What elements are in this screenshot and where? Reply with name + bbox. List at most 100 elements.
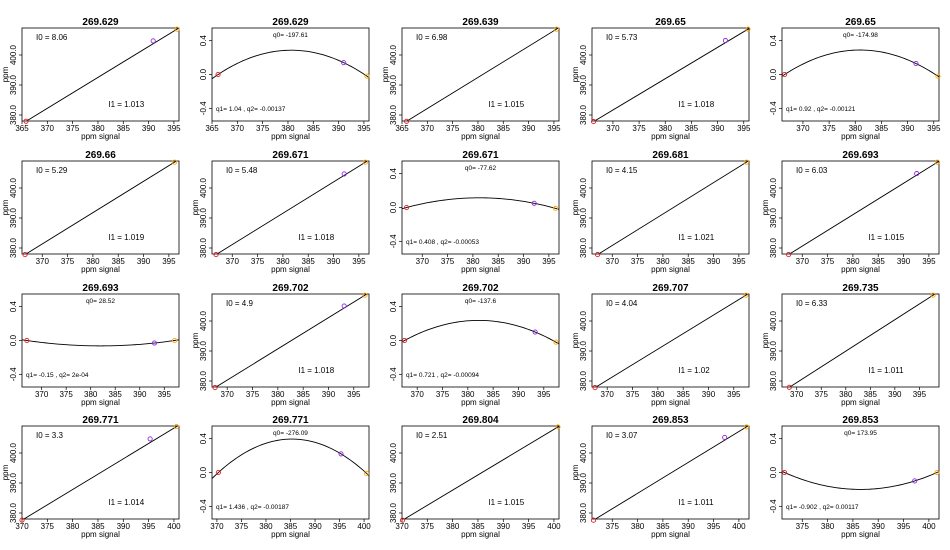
panel-16: 269.771 370 375 380 385 390 395 400 380.0 390.0 40… [1,415,181,539]
fit-line [597,161,749,254]
x-tick-label: 375 [61,257,75,266]
x-tick-label: 400 [732,522,746,531]
y-axis-label: ppm [761,199,770,215]
x-tick-label: 380 [846,257,860,266]
data-point [590,517,597,523]
y-tick-label: 400.0 [769,310,778,331]
x-tick-label: 385 [656,522,670,531]
data-point [362,159,369,165]
fit-line [788,161,939,254]
slope-label: I1 = 1.02 [678,366,710,375]
y-tick-label: -0.4 [769,499,778,513]
x-tick-label: 375 [441,257,455,266]
data-point [341,303,347,309]
y-tick-label: 0.4 [389,168,398,180]
data-point [399,517,406,523]
x-axis-label: ppm signal [271,265,310,274]
x-tick-label: 385 [302,257,316,266]
y-tick-label: 0.4 [769,35,778,47]
x-axis-label: ppm signal [841,132,880,141]
intercept-label: I0 = 3.07 [606,431,638,440]
y-tick-label: 0.4 [769,433,778,445]
q-coefficients-label: q1= 0.408 , q2= -0.00053 [406,239,479,246]
x-tick-label: 395 [162,257,176,266]
panel-title: 269.853 [652,415,689,426]
data-point [22,252,28,258]
x-tick-label: 385 [685,124,699,133]
x-tick-label: 380 [259,522,273,531]
fit-line [402,197,559,210]
y-tick-label: 400.0 [199,177,208,198]
y-tick-label: 400.0 [769,177,778,198]
data-point [212,385,218,391]
panel-title: 269.65 [655,17,686,28]
slope-label: I1 = 1.015 [488,100,524,109]
data-point [401,337,408,344]
y-tick-label: 390.0 [9,74,18,95]
fit-line [406,28,559,121]
y-tick-label: 400.0 [199,310,208,331]
x-tick-label: 375 [631,257,645,266]
data-point [743,292,749,298]
y-axis-label: ppm [571,66,580,82]
fit-line [212,438,369,479]
y-tick-label: 0.0 [199,68,208,80]
y-tick-label: 390.0 [389,472,398,493]
x-tick-label: 395 [537,390,551,399]
x-tick-label: 395 [897,522,911,531]
x-tick-label: 395 [922,257,936,266]
panel-12: 269.702 370 375 380 385 390 395 380.0 390.0 400.0… [191,283,370,407]
plot-frame [211,160,370,255]
data-point [215,469,221,476]
x-tick-label: 385 [307,124,321,133]
y-axis-label: ppm [571,199,580,215]
fit-line [788,294,936,387]
plot-frame [211,293,370,388]
x-tick-label: 390 [888,390,902,399]
plot-frame [21,27,180,122]
x-tick-label: 385 [497,124,511,133]
x-tick-label: 370 [796,124,810,133]
data-point [338,451,344,457]
x-tick-label: 395 [158,390,172,399]
data-point [934,159,941,165]
y-tick-label: 390.0 [769,340,778,361]
x-tick-label: 380 [461,390,475,399]
x-tick-label: 400 [547,522,561,531]
panel-title: 269.629 [272,17,309,28]
plot-frame [401,425,560,520]
slope-label: I1 = 1.018 [298,366,334,375]
x-tick-label: 390 [872,522,886,531]
data-point [531,200,537,206]
x-tick-label: 375 [421,522,435,531]
x-tick-label: 370 [221,390,235,399]
data-point [591,119,597,125]
fit-line [216,161,369,254]
x-tick-label: 370 [416,257,430,266]
panel-title: 269.693 [82,283,119,294]
x-tick-label: 380 [821,522,835,531]
y-tick-label: 400.0 [389,44,398,65]
q-coefficients-label: q1= -0.15 , q2= 2e-04 [26,372,89,379]
x-tick-label: 395 [547,124,561,133]
panel-title: 269.702 [272,283,309,294]
x-tick-label: 380 [659,124,673,133]
y-tick-label: 380.0 [579,237,588,258]
x-tick-label: 385 [471,522,485,531]
y-axis-label: ppm [191,199,200,215]
panel-11: 269.693 370 375 380 385 390 395 -0.4 0.0 0.4 ppm s… [9,283,180,407]
panel-13: 269.702 370 375 380 385 390 395 -0.4 0.0 0.4 ppm s… [389,283,560,407]
intercept-label: I0 = 6.33 [796,299,828,308]
x-tick-label: 370 [421,124,435,133]
y-tick-label: 0.4 [9,301,18,313]
x-axis-label: ppm signal [651,265,690,274]
y-axis-label: ppm [1,66,10,82]
y-tick-label: 400.0 [389,442,398,463]
y-tick-label: 380.0 [389,502,398,523]
x-tick-label: 385 [112,257,126,266]
x-tick-label: 395 [347,390,361,399]
slope-label: I1 = 1.019 [108,233,144,242]
data-point [552,205,559,211]
y-tick-label: 400.0 [9,177,18,198]
